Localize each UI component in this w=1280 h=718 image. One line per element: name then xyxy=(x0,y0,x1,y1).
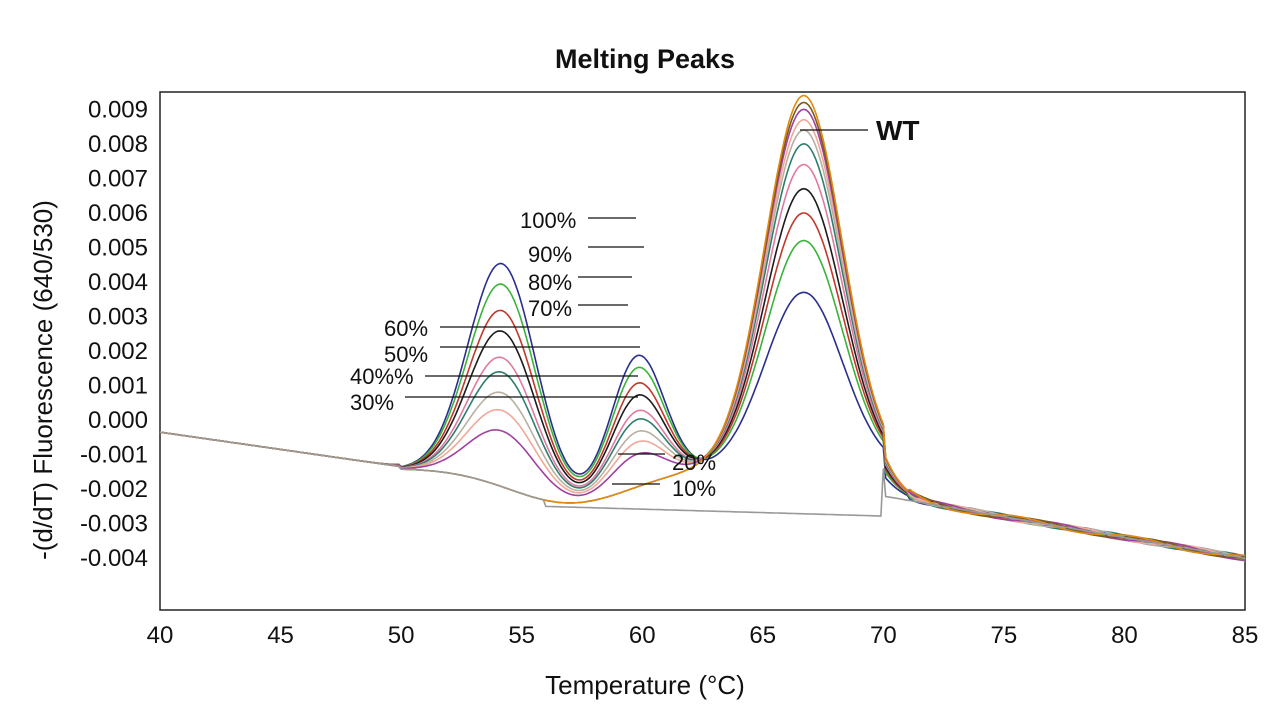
series-layer xyxy=(159,94,1246,562)
annotation-label: 30% xyxy=(350,390,394,415)
series-line xyxy=(159,212,1246,561)
y-tick-label: -0.001 xyxy=(80,442,148,469)
x-tick-label: 40 xyxy=(147,622,174,649)
y-tick-label: 0.002 xyxy=(88,338,148,365)
x-tick-label: 75 xyxy=(991,622,1018,649)
y-tick-label: 0.006 xyxy=(88,200,148,227)
annotation-label: 50% xyxy=(384,342,428,367)
y-tick-label: -0.003 xyxy=(80,511,148,538)
x-tick-label: 70 xyxy=(870,622,897,649)
y-tick-label: 0.008 xyxy=(88,131,148,158)
chart-title: Melting Peaks xyxy=(555,44,735,74)
x-tick-label: 55 xyxy=(508,622,535,649)
y-tick-label: 0.005 xyxy=(88,234,148,261)
x-axis-label: Temperature (°C) xyxy=(545,670,745,700)
x-tick-label: 50 xyxy=(388,622,415,649)
annotation-label: 40%% xyxy=(350,364,414,389)
annotation-label: 100% xyxy=(520,208,576,233)
x-tick-label: 85 xyxy=(1232,622,1259,649)
y-axis-label: -(d/dT) Fluorescence (640/530) xyxy=(28,200,58,560)
y-tick-label: 0.001 xyxy=(88,373,148,400)
annotation-label: 90% xyxy=(528,242,572,267)
x-tick-label: 65 xyxy=(749,622,776,649)
y-tick-label: 0.004 xyxy=(88,269,148,296)
y-tick-label: -0.004 xyxy=(80,545,148,572)
annotations: 100% 90% 80%70% 60%50%40%%30% 20%10% WT xyxy=(350,115,920,501)
y-tick-label: 0.007 xyxy=(88,165,148,192)
annotation-label: 20% xyxy=(672,450,716,475)
y-tick-label: 0.003 xyxy=(88,303,148,330)
x-tick-label: 45 xyxy=(267,622,294,649)
series-line xyxy=(159,239,1246,562)
annotation-label: 10% xyxy=(672,476,716,501)
series-line xyxy=(159,262,1246,561)
x-tick-label: 80 xyxy=(1111,622,1138,649)
annotation-label: WT xyxy=(876,115,920,146)
series-line xyxy=(159,431,1246,559)
plot-frame xyxy=(159,91,1246,611)
annotation-label: 60% xyxy=(384,316,428,341)
annotation-label: 80% xyxy=(528,270,572,295)
x-tick-labels: 40 45 50 55 60 65 70 75 80 85 xyxy=(147,622,1259,649)
x-tick-label: 60 xyxy=(629,622,656,649)
annotation-label: 70% xyxy=(528,296,572,321)
series-line xyxy=(159,187,1246,558)
y-tick-labels: 0.009 0.008 0.007 0.006 0.005 0.004 0.003 0.002… xyxy=(80,96,148,572)
y-tick-label: -0.002 xyxy=(80,476,148,503)
y-tick-label: 0.009 xyxy=(88,96,148,123)
y-tick-label: 0.000 xyxy=(88,407,148,434)
